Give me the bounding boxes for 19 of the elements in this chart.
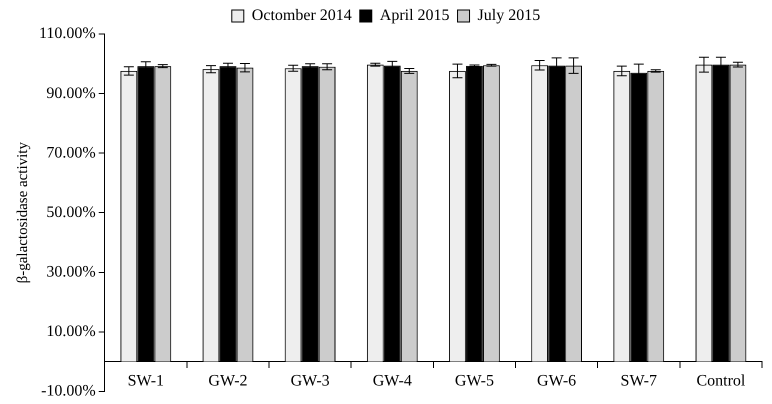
legend-label: July 2015 — [478, 7, 540, 24]
x-tick-label: GW-3 — [290, 372, 330, 390]
x-tick-label: GW-5 — [454, 372, 494, 390]
y-tick-label: 50.00% — [46, 204, 96, 221]
x-tick-label: Control — [696, 372, 746, 390]
x-tick-label: GW-6 — [537, 372, 576, 390]
x-tick-label: SW-1 — [128, 372, 164, 390]
y-tick-label: 110.00% — [39, 25, 96, 42]
x-tick-label: SW-7 — [620, 372, 657, 390]
y-tick-label: 70.00% — [46, 144, 96, 162]
y-tick-label: 10.00% — [46, 323, 96, 340]
x-tick-label: GW-2 — [208, 372, 248, 390]
y-axis-title: β-galactosidase activity — [14, 142, 31, 284]
y-tick-label: 30.00% — [46, 263, 96, 280]
x-tick-label: GW-4 — [372, 372, 412, 390]
y-tick-label: 90.00% — [46, 84, 96, 102]
legend-label: April 2015 — [380, 7, 450, 24]
legend-label: Octomber 2014 — [252, 7, 352, 24]
y-tick-label: -10.00% — [41, 382, 96, 400]
